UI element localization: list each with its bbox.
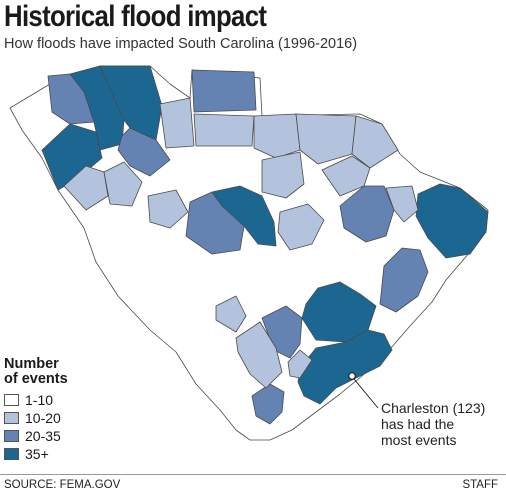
charleston-marker	[348, 372, 356, 380]
county-calhoun	[277, 203, 325, 251]
map-title: Historical flood impact	[4, 0, 267, 33]
map-legend: Number of events 1-10 10-20 20-35 35+	[4, 357, 68, 463]
legend-label: 20-35	[25, 428, 61, 444]
source-credit: SOURCE: FEMA.GOV	[4, 479, 121, 491]
county-dorchester	[215, 295, 247, 333]
county-hampton	[235, 321, 283, 389]
legend-title-line1: Number	[4, 356, 59, 372]
county-york	[253, 113, 301, 159]
county-darlington	[321, 155, 371, 197]
callout-line2: has had the	[381, 416, 455, 432]
staff-credit: STAFF	[462, 479, 498, 491]
county-spartanburg-edge	[191, 69, 257, 113]
county-charleston	[297, 329, 393, 405]
county-lexington	[185, 191, 245, 255]
county-laurens	[117, 127, 171, 177]
county-horry	[415, 183, 489, 259]
legend-label: 10-20	[25, 410, 61, 426]
legend-label: 1-10	[25, 392, 54, 408]
county-anderson	[47, 73, 95, 125]
legend-item-10-20: 10-20	[4, 409, 68, 427]
callout-line1: Charleston (123)	[381, 400, 486, 416]
county-marion	[385, 185, 419, 223]
county-union	[193, 113, 255, 147]
county-saluda	[147, 189, 189, 229]
footer-rule	[0, 474, 506, 475]
county-williamsburg	[379, 247, 429, 313]
county-berkeley	[301, 281, 377, 343]
legend-item-20-35: 20-35	[4, 427, 68, 445]
legend-swatch	[4, 430, 19, 442]
county-cherokee	[159, 97, 195, 149]
county-kershaw	[261, 151, 305, 199]
legend-label: 35+	[25, 446, 49, 462]
legend-swatch	[4, 448, 19, 460]
legend-item-35-plus: 35+	[4, 445, 68, 463]
callout-line3: most events	[381, 432, 457, 448]
legend-title-line2: of events	[4, 371, 68, 387]
county-florence	[339, 185, 395, 243]
county-jasper	[287, 349, 313, 379]
legend-swatch	[4, 412, 19, 424]
map-subtitle: How floods have impacted South Carolina …	[4, 36, 358, 52]
legend-title: Number of events	[4, 357, 68, 387]
charleston-callout: Charleston (123) has had the most events	[381, 400, 485, 448]
county-lancaster	[295, 113, 357, 165]
legend-item-1-10: 1-10	[4, 391, 68, 409]
legend-swatch	[4, 394, 19, 406]
callout-leader-line	[353, 378, 379, 409]
county-chesterfield	[351, 115, 399, 169]
county-greenwood	[103, 161, 143, 207]
